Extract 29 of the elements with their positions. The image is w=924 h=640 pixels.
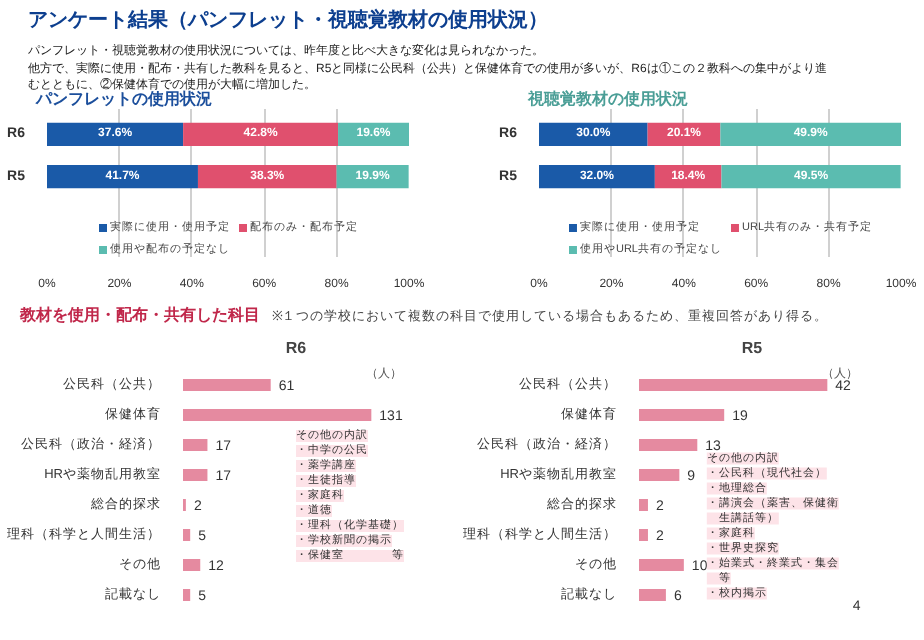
text: アンケート結果（パンフレット・視聴覚教材の使用状況）	[26, 7, 550, 36]
bar	[183, 559, 201, 571]
bar	[183, 469, 208, 481]
bar	[183, 379, 271, 391]
bar	[639, 559, 684, 571]
bar	[183, 439, 208, 451]
bar	[639, 499, 648, 511]
bar	[539, 122, 648, 146]
chart-title: R6	[285, 339, 308, 357]
bar	[183, 409, 372, 421]
text: 教材を使用・配布・共有した科目	[20, 306, 260, 324]
bar	[183, 122, 339, 146]
bar	[639, 529, 648, 541]
bar	[47, 122, 184, 146]
bar	[639, 439, 698, 451]
bar	[47, 165, 198, 189]
bar	[183, 529, 191, 541]
bar	[639, 469, 680, 481]
bar	[183, 589, 191, 601]
bar	[721, 165, 901, 189]
chart-title: R5	[741, 339, 764, 357]
chart-title: 視聴覚教材の使用状況	[528, 90, 688, 108]
bar	[639, 589, 666, 601]
bar	[639, 379, 828, 391]
bar	[197, 165, 337, 189]
bar	[639, 409, 725, 421]
bar	[539, 165, 655, 189]
bar	[720, 122, 901, 146]
chart-title: パンフレットの使用状況	[36, 90, 212, 108]
